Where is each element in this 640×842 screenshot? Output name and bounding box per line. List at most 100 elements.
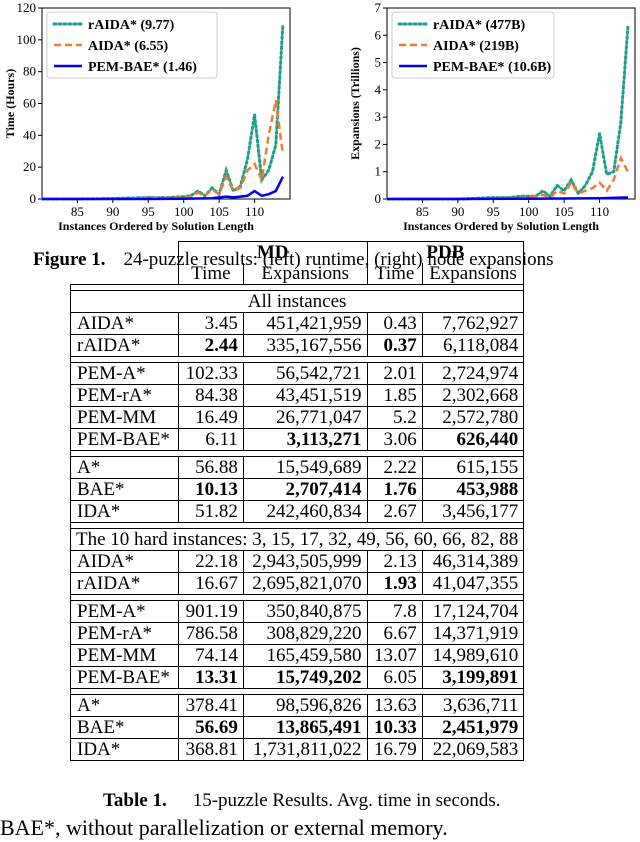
table-row: AIDA* 22.18 2,943,505,999 2.13 46,314,389 <box>70 550 525 573</box>
column-header: Expansions <box>421 263 525 285</box>
algorithm-name: PEM-A* <box>70 362 179 385</box>
algorithm-name: IDA* <box>70 738 179 761</box>
value-cell: 14,371,919 <box>421 622 525 645</box>
value-cell: 3,636,711 <box>421 694 525 717</box>
value-cell: 16.49 <box>177 406 244 429</box>
value-cell: 10.13 <box>177 478 244 501</box>
value-cell: 3,113,271 <box>242 428 368 451</box>
legend-box <box>46 11 218 79</box>
x-axis-label: Instances Ordered by Solution Length <box>58 219 254 233</box>
legend-entry-0: rAIDA* (477B) <box>433 18 525 33</box>
y-tick-label: 20 <box>23 159 36 174</box>
y-tick-label: 80 <box>23 64 36 79</box>
value-cell: 1.76 <box>366 478 423 501</box>
value-cell: 56.88 <box>177 456 244 479</box>
y-tick-label: 3 <box>375 109 382 124</box>
value-cell: 7,762,927 <box>421 312 525 335</box>
value-cell: 2,724,974 <box>421 362 525 385</box>
y-axis-label: Expansions (Trillions) <box>348 47 362 160</box>
group-header-md: MD <box>177 241 368 263</box>
value-cell: 6.05 <box>366 666 423 689</box>
value-cell: 3,456,177 <box>421 500 525 523</box>
y-tick-label: 0 <box>30 191 37 206</box>
runtime-chart: 85 90 95 100 105 110 0 20 40 60 80 100 120 Instances … <box>3 0 291 233</box>
value-cell: 0.43 <box>366 312 423 335</box>
legend-entry-1: AIDA* (6.55) <box>88 39 168 54</box>
legend: rAIDA* (9.77) AIDA* (6.55) PEM-BAE* (1.46) <box>46 11 218 79</box>
y-tick-label: 4 <box>375 82 382 97</box>
table-row: A* 378.41 98,596,826 13.63 3,636,711 <box>70 694 525 717</box>
value-cell: 786.58 <box>177 622 244 645</box>
x-tick-label: 105 <box>209 204 229 219</box>
value-cell: 2.44 <box>177 334 244 357</box>
algorithm-name: IDA* <box>70 500 179 523</box>
row-gap <box>70 688 525 695</box>
value-cell: 16.79 <box>366 738 423 761</box>
row-gap <box>70 522 525 529</box>
value-cell: 1.93 <box>366 572 423 595</box>
y-tick-label: 6 <box>375 27 382 42</box>
series-line-2 <box>387 196 628 201</box>
algorithm-name: AIDA* <box>70 550 179 573</box>
value-cell: 2,302,668 <box>421 384 525 407</box>
table-row: BAE* 10.13 2,707,414 1.76 453,988 <box>70 478 525 501</box>
value-cell: 615,155 <box>421 456 525 479</box>
value-cell: 6.67 <box>366 622 423 645</box>
value-cell: 10.33 <box>366 716 423 739</box>
value-cell: 43,451,519 <box>242 384 368 407</box>
algorithm-name: PEM-MM <box>70 406 179 429</box>
value-cell: 453,988 <box>421 478 525 501</box>
table-row: PEM-BAE* 6.11 3,113,271 3.06 626,440 <box>70 428 525 451</box>
header-corner <box>70 241 179 263</box>
table-row: PEM-MM 74.14 165,459,580 13.07 14,989,610 <box>70 644 525 667</box>
group-header-pdb: PDB <box>366 241 525 263</box>
table-row: PEM-BAE* 13.31 15,749,202 6.05 3,199,891 <box>70 666 525 689</box>
value-cell: 308,829,220 <box>242 622 368 645</box>
row-gap <box>70 356 525 363</box>
section-title: The 10 hard instances: 3, 15, 17, 32, 49… <box>69 528 525 551</box>
value-cell: 15,549,689 <box>242 456 368 479</box>
value-cell: 2,572,780 <box>421 406 525 429</box>
row-gap <box>70 450 525 457</box>
column-header: Time <box>366 263 423 285</box>
value-cell: 1,731,811,022 <box>242 738 368 761</box>
value-cell: 7.8 <box>366 600 423 623</box>
legend-entry-0: rAIDA* (9.77) <box>88 18 175 33</box>
value-cell: 46,314,389 <box>421 550 525 573</box>
value-cell: 102.33 <box>177 362 244 385</box>
value-cell: 56.69 <box>177 716 244 739</box>
figure-caption: Figure 1. 24-puzzle results: (left) runti… <box>33 249 554 271</box>
value-cell: 13,865,491 <box>242 716 368 739</box>
table-row: PEM-rA* 84.38 43,451,519 1.85 2,302,668 <box>70 384 525 407</box>
value-cell: 5.2 <box>366 406 423 429</box>
table-row: rAIDA* 16.67 2,695,821,070 1.93 41,047,355 <box>70 572 525 595</box>
value-cell: 626,440 <box>421 428 525 451</box>
series-line-1 <box>387 154 630 201</box>
algorithm-name: rAIDA* <box>70 334 179 357</box>
value-cell: 6,118,084 <box>421 334 525 357</box>
algorithm-name: PEM-rA* <box>70 622 179 645</box>
column-header: Expansions <box>242 263 368 285</box>
table-row: IDA* 51.82 242,460,834 2.67 3,456,177 <box>70 500 525 523</box>
value-cell: 2.01 <box>366 362 423 385</box>
y-tick-label: 1 <box>375 164 382 179</box>
y-tick-label: 60 <box>23 96 36 111</box>
results-table: MD PDB Time Expansions Time Expansions All ins… <box>69 241 525 761</box>
value-cell: 350,840,875 <box>242 600 368 623</box>
table-row: PEM-A* 102.33 56,542,721 2.01 2,724,974 <box>70 362 525 385</box>
value-cell: 368.81 <box>177 738 244 761</box>
x-tick-label: 90 <box>106 204 119 219</box>
value-cell: 165,459,580 <box>242 644 368 667</box>
value-cell: 22,069,583 <box>421 738 525 761</box>
value-cell: 13.07 <box>366 644 423 667</box>
value-cell: 51.82 <box>177 500 244 523</box>
x-tick-label: 90 <box>451 204 464 219</box>
value-cell: 2.22 <box>366 456 423 479</box>
algorithm-name: PEM-A* <box>70 600 179 623</box>
value-cell: 74.14 <box>177 644 244 667</box>
value-cell: 98,596,826 <box>242 694 368 717</box>
value-cell: 1.85 <box>366 384 423 407</box>
value-cell: 242,460,834 <box>242 500 368 523</box>
value-cell: 0.37 <box>366 334 423 357</box>
algorithm-name: AIDA* <box>70 312 179 335</box>
